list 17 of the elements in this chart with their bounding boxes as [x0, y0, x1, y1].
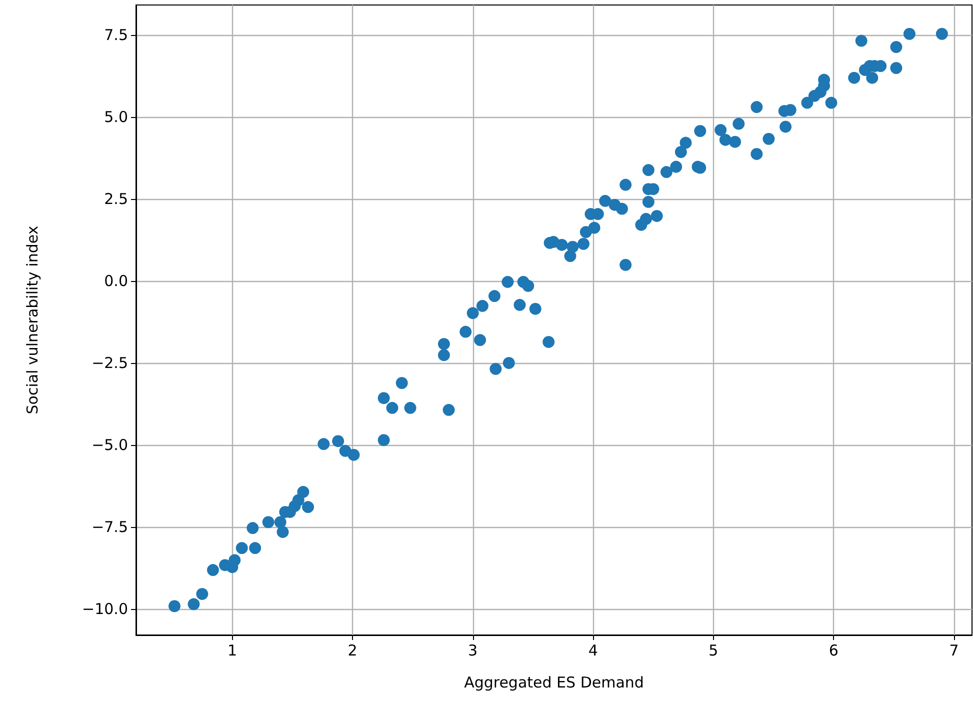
y-tick-label: 0.0	[104, 272, 128, 290]
x-tick-label: 4	[588, 642, 598, 660]
y-tick-label: 5.0	[104, 108, 128, 126]
y-tick-label: −2.5	[92, 354, 128, 372]
x-axis-title: Aggregated ES Demand	[464, 674, 644, 692]
y-tick-label: −5.0	[92, 436, 128, 454]
y-axis-title: Social vulnerability index	[24, 226, 42, 414]
x-tick-label: 7	[949, 642, 959, 660]
y-tick-label: 2.5	[104, 190, 128, 208]
x-tick-label: 2	[348, 642, 358, 660]
x-tick-label: 6	[828, 642, 838, 660]
y-tick-label: −7.5	[92, 518, 128, 536]
y-tick-label: −10.0	[82, 600, 128, 618]
x-tick-label: 1	[227, 642, 238, 660]
x-tick-label: 5	[708, 642, 718, 660]
x-tick-label: 3	[468, 642, 478, 660]
y-tick-label: 7.5	[104, 26, 128, 44]
